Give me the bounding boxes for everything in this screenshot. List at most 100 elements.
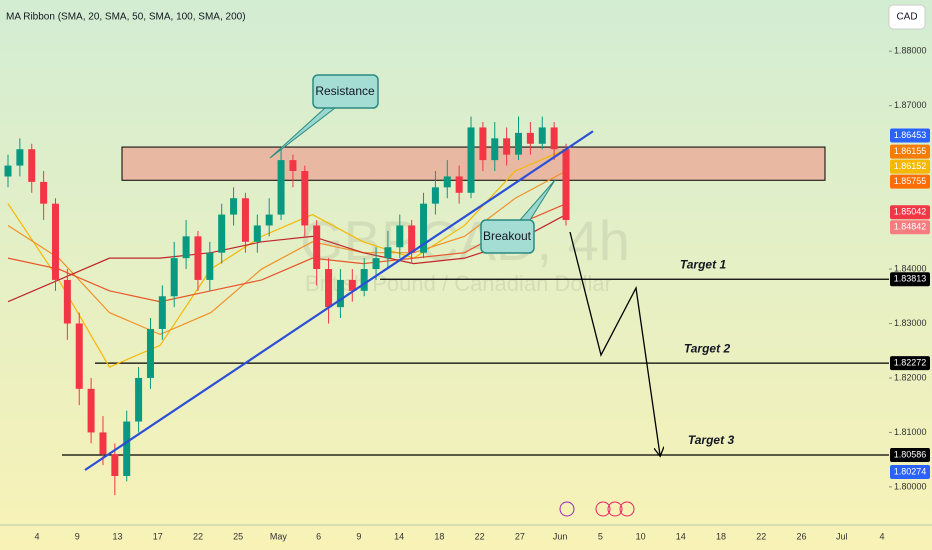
event-icon[interactable] bbox=[595, 501, 611, 517]
ma-line bbox=[7, 203, 567, 303]
ma-line bbox=[7, 148, 567, 368]
event-icon[interactable] bbox=[559, 501, 575, 517]
x-tick-label: Jul bbox=[836, 531, 848, 541]
y-tick-label: 1.88000 bbox=[894, 46, 927, 56]
price-badge-label: 1.80586 bbox=[894, 449, 927, 459]
y-tick-label: 1.80000 bbox=[894, 481, 927, 491]
price-badge bbox=[890, 205, 930, 220]
candle-body bbox=[218, 214, 226, 253]
price-badge bbox=[890, 128, 930, 143]
candle-body bbox=[301, 171, 309, 226]
candle-body bbox=[158, 296, 166, 329]
target-label: Target 2 bbox=[684, 341, 731, 355]
price-badge-label: 1.85755 bbox=[894, 176, 927, 186]
ma-line bbox=[7, 214, 567, 303]
candle-body bbox=[503, 138, 511, 155]
candle-body bbox=[75, 323, 83, 389]
price-badge bbox=[890, 464, 930, 479]
x-tick-label: 6 bbox=[316, 531, 321, 541]
candle-body bbox=[28, 149, 36, 182]
candle-body bbox=[4, 165, 12, 177]
event-icon[interactable] bbox=[619, 501, 635, 517]
x-tick-label: 18 bbox=[434, 531, 444, 541]
price-badge-label: 1.85042 bbox=[894, 207, 927, 217]
price-badge bbox=[890, 356, 930, 371]
candle-body bbox=[135, 377, 143, 422]
candle-body bbox=[313, 225, 321, 270]
watermark-symbol: GBPCAD, 4h bbox=[300, 209, 630, 272]
projection-arrow bbox=[569, 231, 660, 455]
price-badge bbox=[890, 144, 930, 159]
watermark-description: British Pound / Canadian Dollar bbox=[305, 271, 612, 296]
x-tick-label: 13 bbox=[112, 531, 122, 541]
price-badge bbox=[890, 220, 930, 235]
event-icon[interactable] bbox=[607, 501, 623, 517]
candle-body bbox=[325, 269, 333, 308]
candle-body bbox=[265, 214, 273, 226]
x-tick-label: 10 bbox=[636, 531, 646, 541]
candle-body bbox=[491, 138, 499, 161]
x-tick-label: 22 bbox=[475, 531, 485, 541]
candle-body bbox=[206, 252, 214, 280]
price-badge bbox=[890, 159, 930, 174]
x-tick-label: 18 bbox=[716, 531, 726, 541]
breakout-label: Breakout bbox=[483, 229, 532, 243]
x-tick-label: 22 bbox=[193, 531, 203, 541]
price-badge bbox=[890, 447, 930, 462]
target-label: Target 1 bbox=[680, 257, 727, 271]
candle-body bbox=[253, 225, 261, 242]
candle-body bbox=[241, 198, 249, 242]
candle-body bbox=[170, 258, 178, 297]
y-tick-label: 1.87000 bbox=[894, 100, 927, 110]
candle-body bbox=[289, 160, 297, 172]
candle-body bbox=[348, 279, 356, 291]
candle-body bbox=[63, 279, 71, 324]
price-badge-label: 1.86152 bbox=[894, 161, 927, 171]
y-tick-label: 1.82000 bbox=[894, 372, 927, 382]
plot: 1.88000 1.87000 1.84000 1.83000 1.82000 1.810… bbox=[4, 46, 930, 541]
candle-body bbox=[372, 258, 380, 270]
candle-body bbox=[87, 388, 95, 433]
ma-line bbox=[7, 170, 567, 336]
candle-body bbox=[467, 127, 475, 193]
candle-body bbox=[360, 269, 368, 291]
candle-body bbox=[455, 176, 463, 193]
currency-button[interactable] bbox=[888, 4, 926, 30]
candle-body bbox=[230, 198, 238, 215]
target-label: Target 3 bbox=[688, 433, 735, 447]
x-tick-label: 5 bbox=[598, 531, 603, 541]
x-tick-label: 9 bbox=[75, 531, 80, 541]
x-tick-label: 26 bbox=[797, 531, 807, 541]
candle-body bbox=[538, 127, 546, 144]
price-badge-label: 1.86155 bbox=[894, 146, 927, 156]
x-tick-label: 27 bbox=[515, 531, 525, 541]
price-badge-label: 1.86453 bbox=[894, 130, 927, 140]
candle-body bbox=[16, 149, 24, 166]
candle-body bbox=[182, 236, 190, 259]
candle-body bbox=[443, 176, 451, 188]
candle-body bbox=[479, 127, 487, 161]
candle-body bbox=[277, 160, 285, 215]
candle-body bbox=[562, 149, 570, 221]
price-badge-label: 1.80274 bbox=[894, 466, 927, 476]
x-tick-label: 9 bbox=[356, 531, 361, 541]
x-tick-label: Jun bbox=[553, 531, 568, 541]
currency[interactable]: CAD bbox=[896, 12, 917, 23]
y-tick-label: 1.81000 bbox=[894, 427, 927, 437]
indicator-legend: MA Ribbon (SMA, 20, SMA, 50, SMA, 100, S… bbox=[6, 12, 246, 23]
x-tick-label: 22 bbox=[756, 531, 766, 541]
x-tick-label: 4 bbox=[34, 531, 39, 541]
candle-body bbox=[550, 127, 558, 150]
resistance-callout bbox=[312, 74, 379, 109]
y-tick-label: 1.83000 bbox=[894, 318, 927, 328]
candle-body bbox=[384, 247, 392, 259]
x-tick-label: 14 bbox=[394, 531, 404, 541]
candle-body bbox=[111, 454, 119, 476]
resistance-label: Resistance bbox=[315, 84, 375, 98]
candle-body bbox=[431, 187, 439, 204]
candle-body bbox=[123, 421, 131, 476]
candle-body bbox=[526, 132, 534, 144]
price-badge-label: 1.84842 bbox=[894, 222, 927, 232]
